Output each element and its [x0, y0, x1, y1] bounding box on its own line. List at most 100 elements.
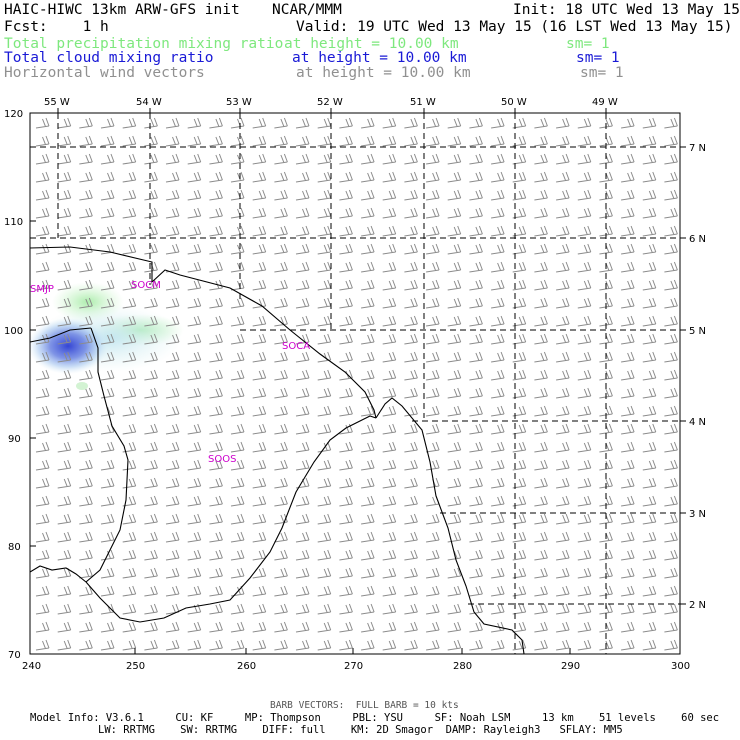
wind-barb [642, 513, 657, 525]
wind-barb [469, 279, 483, 291]
wind-barb [295, 279, 310, 291]
wind-barb [252, 369, 267, 381]
wind-barb [295, 405, 310, 417]
wind-barb [664, 153, 678, 165]
wind-barb [230, 315, 245, 327]
wind-barb [339, 441, 353, 453]
wind-barb [57, 225, 72, 237]
wind-barb [577, 585, 592, 597]
wind-barb [361, 225, 375, 237]
wind-barb [577, 369, 592, 381]
wind-barb [79, 549, 93, 561]
wind-barb [491, 315, 505, 327]
wind-barb [79, 531, 93, 543]
wind-barb [339, 261, 353, 273]
wind-barb [35, 513, 50, 525]
wind-barb [317, 459, 332, 471]
wind-barb [274, 585, 288, 597]
wind-barb [621, 585, 635, 597]
wind-barb [382, 387, 397, 399]
wind-barb [122, 549, 137, 561]
wind-barb [382, 279, 397, 291]
wind-barb [165, 189, 180, 201]
wind-barb [295, 603, 310, 615]
wind-barb [491, 603, 505, 615]
lat-label-6n: 6 N [689, 234, 706, 245]
wind-barb [144, 459, 158, 471]
wind-barb [534, 243, 548, 255]
wind-barb [165, 171, 180, 183]
wind-barb [534, 369, 548, 381]
wind-barb [664, 477, 678, 489]
wind-barb [512, 549, 527, 561]
wind-barb [252, 513, 267, 525]
wind-barb [339, 531, 353, 543]
wind-barb [209, 531, 223, 543]
wind-barb [122, 135, 137, 147]
wind-barb [556, 531, 570, 543]
wind-barb [361, 513, 375, 525]
wind-barb [491, 513, 505, 525]
wind-barb [491, 387, 505, 399]
wind-barb [79, 117, 93, 129]
wind-barb [426, 297, 440, 309]
wind-barb [642, 225, 657, 237]
wind-barb [295, 225, 310, 237]
wind-barb [339, 135, 353, 147]
wind-barb [339, 639, 353, 651]
precip-cloud-shading [30, 282, 184, 390]
wind-barb [382, 531, 397, 543]
wind-barb [274, 531, 288, 543]
wind-barb [404, 423, 418, 435]
wind-barb [642, 621, 657, 633]
wind-barb [382, 117, 397, 129]
wind-barb [295, 423, 310, 435]
wind-barb [317, 621, 332, 633]
wind-barb [100, 279, 115, 291]
wind-barb [447, 603, 462, 615]
wind-barb [274, 333, 288, 345]
wind-barb [209, 171, 223, 183]
wind-barb [144, 315, 158, 327]
wind-barb [382, 423, 397, 435]
wind-barb [556, 549, 570, 561]
wind-barb [165, 315, 180, 327]
wind-barb [187, 333, 202, 345]
wind-barb [187, 261, 202, 273]
wind-barb [317, 315, 332, 327]
wind-barb [664, 333, 678, 345]
wind-barb [317, 405, 332, 417]
wind-barb [165, 207, 180, 219]
wind-barb [122, 387, 137, 399]
field-name-wind: Horizontal wind vectors [4, 65, 205, 81]
wind-barb [556, 297, 570, 309]
station-label-smjp: SMJP [30, 284, 54, 295]
wind-barb [621, 171, 635, 183]
wind-barb [382, 585, 397, 597]
wind-barb [426, 423, 440, 435]
wind-barb [447, 117, 462, 129]
lon-label-50w: 50 W [501, 97, 527, 108]
wind-barb [209, 297, 223, 309]
wind-barb [230, 333, 245, 345]
wind-barb [642, 315, 657, 327]
wind-barb [274, 297, 288, 309]
wind-barb [447, 333, 462, 345]
wind-barb [447, 405, 462, 417]
wind-barb [361, 585, 375, 597]
wind-barb [447, 621, 462, 633]
wind-barb [512, 531, 527, 543]
wind-barb [252, 135, 267, 147]
wind-barb [621, 423, 635, 435]
wind-barb [447, 297, 462, 309]
wind-barb [187, 171, 202, 183]
title-left: HAIC-HIWC 13km ARW-GFS init [4, 2, 240, 18]
x-tick-260: 260 [237, 661, 256, 672]
wind-barb [621, 567, 635, 579]
wind-barb [534, 333, 548, 345]
wind-barb [382, 189, 397, 201]
wind-barb [252, 441, 267, 453]
wind-barb [361, 639, 375, 651]
wind-barb [209, 225, 223, 237]
wind-barb [144, 369, 158, 381]
